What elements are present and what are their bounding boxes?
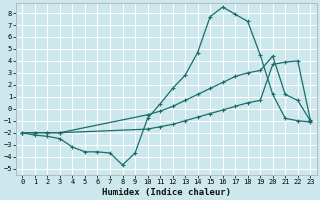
X-axis label: Humidex (Indice chaleur): Humidex (Indice chaleur) xyxy=(102,188,231,197)
